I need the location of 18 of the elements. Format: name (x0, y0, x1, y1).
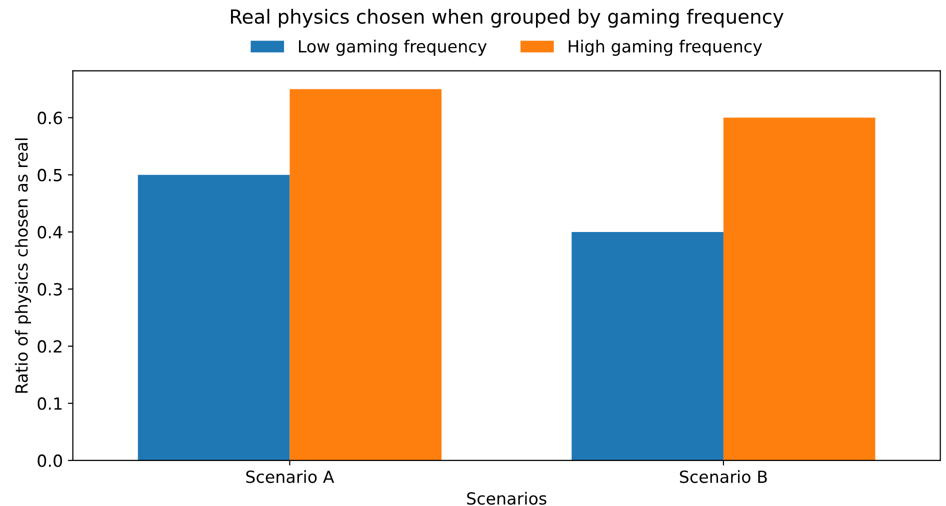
y-tick-label: 0.3 (38, 283, 62, 296)
legend-label: High gaming frequency (568, 40, 762, 56)
y-tick-label: 0.4 (38, 226, 62, 239)
y-axis-title: Ratio of physics chosen as real (14, 138, 32, 393)
chart-title: Real physics chosen when grouped by gaming frequency (231, 8, 784, 28)
x-tick-label: Scenario B (680, 470, 767, 484)
legend-label: Low gaming frequency (299, 40, 487, 56)
bar (138, 174, 290, 460)
y-tick-label: 0.0 (38, 454, 62, 468)
y-tick-label: 0.5 (38, 168, 62, 182)
x-axis-title: Scenarios (467, 492, 546, 505)
bar (572, 232, 724, 460)
y-tick-label: 0.6 (38, 112, 62, 124)
bar (723, 118, 876, 460)
y-tick-label: 0.1 (38, 397, 62, 410)
y-tick-label: 0.2 (38, 340, 62, 353)
bar (290, 89, 442, 460)
x-tick-label: Scenario A (246, 470, 334, 484)
